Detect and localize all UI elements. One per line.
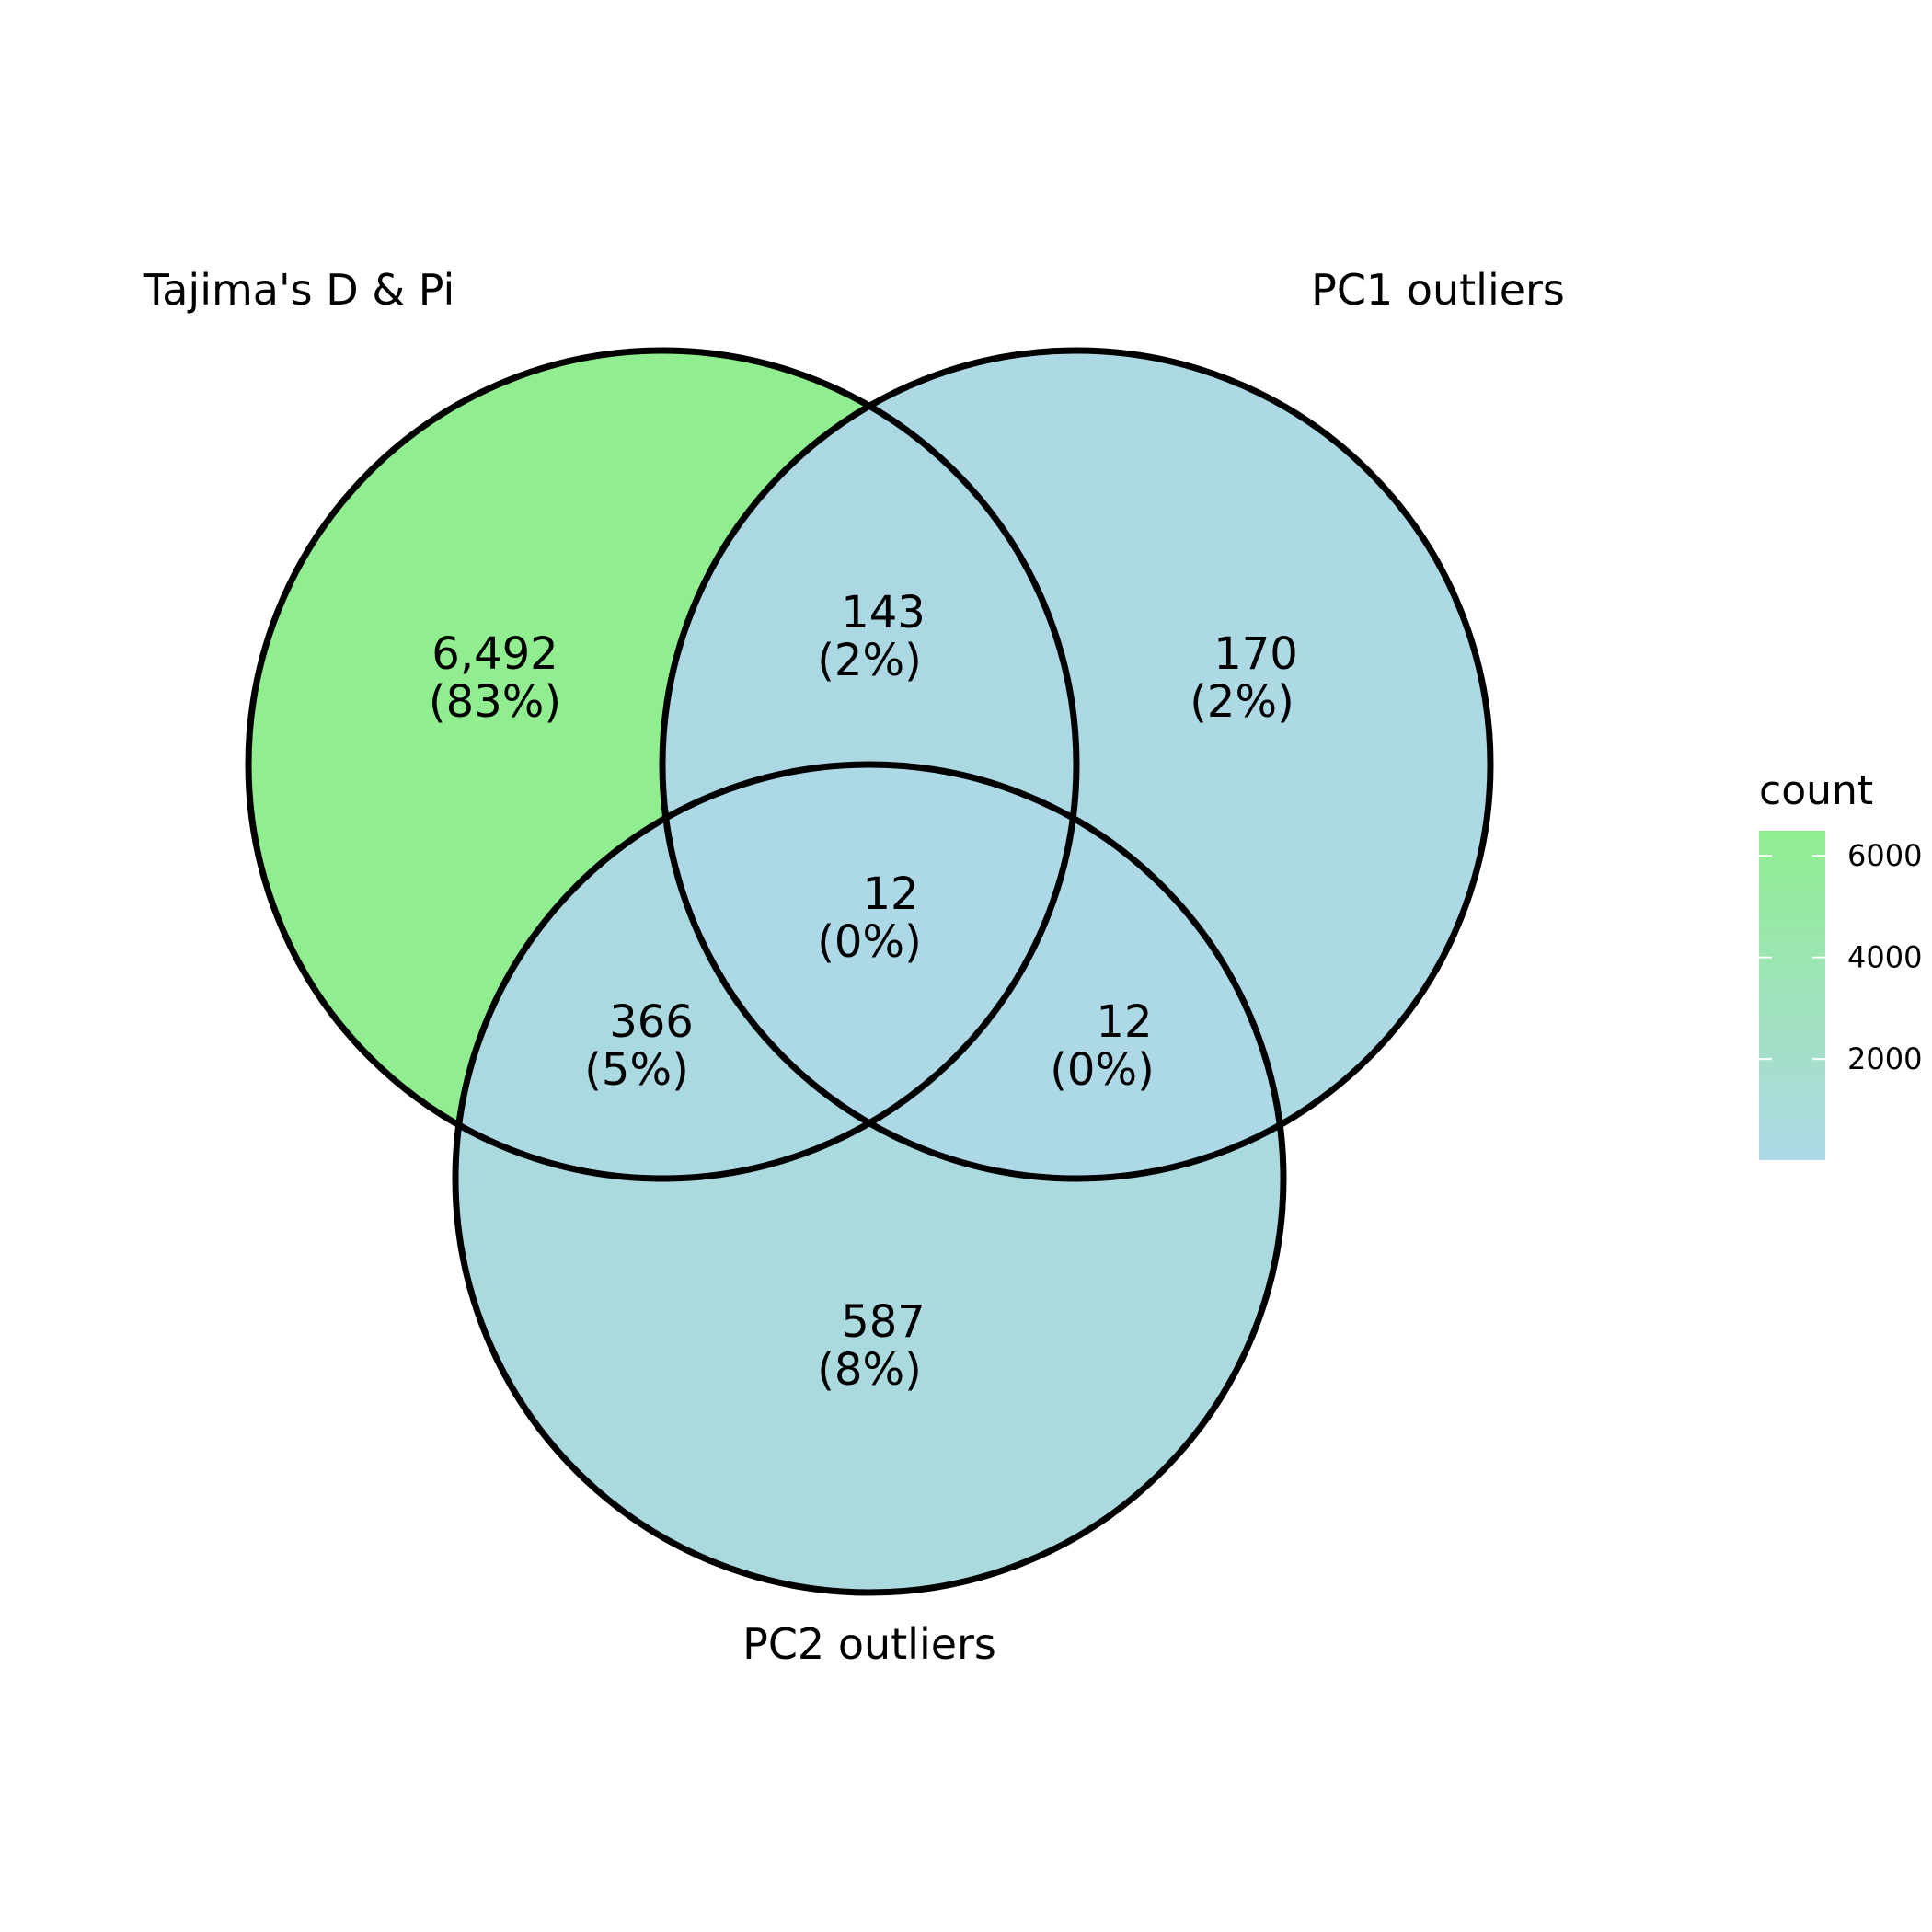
legend-tick-label: 4000	[1847, 940, 1922, 975]
region-labels: 6,492 (83%) 170 (2%) 587 (8%) 143 (2%) 3…	[429, 587, 1298, 1396]
set-b-outline	[659, 347, 1494, 1182]
region-c-percent: (8%)	[817, 1344, 922, 1396]
region-bc-count: 12	[1096, 996, 1152, 1048]
legend-colorbar	[1759, 831, 1825, 1160]
legend-title: count	[1759, 767, 1873, 814]
region-ab-count: 143	[841, 587, 926, 638]
set-label-a: Tajima's D & Pi	[143, 265, 455, 315]
region-abc-count: 12	[862, 868, 918, 920]
set-c-outline	[452, 761, 1287, 1596]
region-bc	[662, 765, 1283, 1179]
region-ac-count: 366	[609, 996, 694, 1048]
region-b-count: 170	[1213, 628, 1298, 680]
region-fills	[248, 351, 1490, 1593]
region-a-count: 6,492	[431, 628, 558, 680]
set-outlines	[245, 347, 1494, 1596]
region-c-count: 587	[841, 1296, 926, 1348]
region-bc-percent: (0%)	[1050, 1044, 1155, 1096]
legend-tick-label: 2000	[1847, 1041, 1922, 1076]
region-abc-percent: (0%)	[817, 916, 922, 968]
legend-ticks: 2000 4000 6000	[1759, 838, 1922, 1076]
region-ac	[455, 765, 1076, 1179]
region-ab-percent: (2%)	[817, 635, 922, 686]
region-b-percent: (2%)	[1190, 676, 1294, 728]
region-ac-percent: (5%)	[584, 1044, 689, 1096]
set-label-c: PC2 outliers	[742, 1619, 996, 1669]
legend-tick-label: 6000	[1847, 838, 1922, 873]
count-legend: count 2000 4000 6000	[1759, 767, 1922, 1160]
set-label-b: PC1 outliers	[1311, 265, 1565, 315]
set-a-outline	[245, 347, 1080, 1182]
region-a-percent: (83%)	[429, 676, 561, 728]
